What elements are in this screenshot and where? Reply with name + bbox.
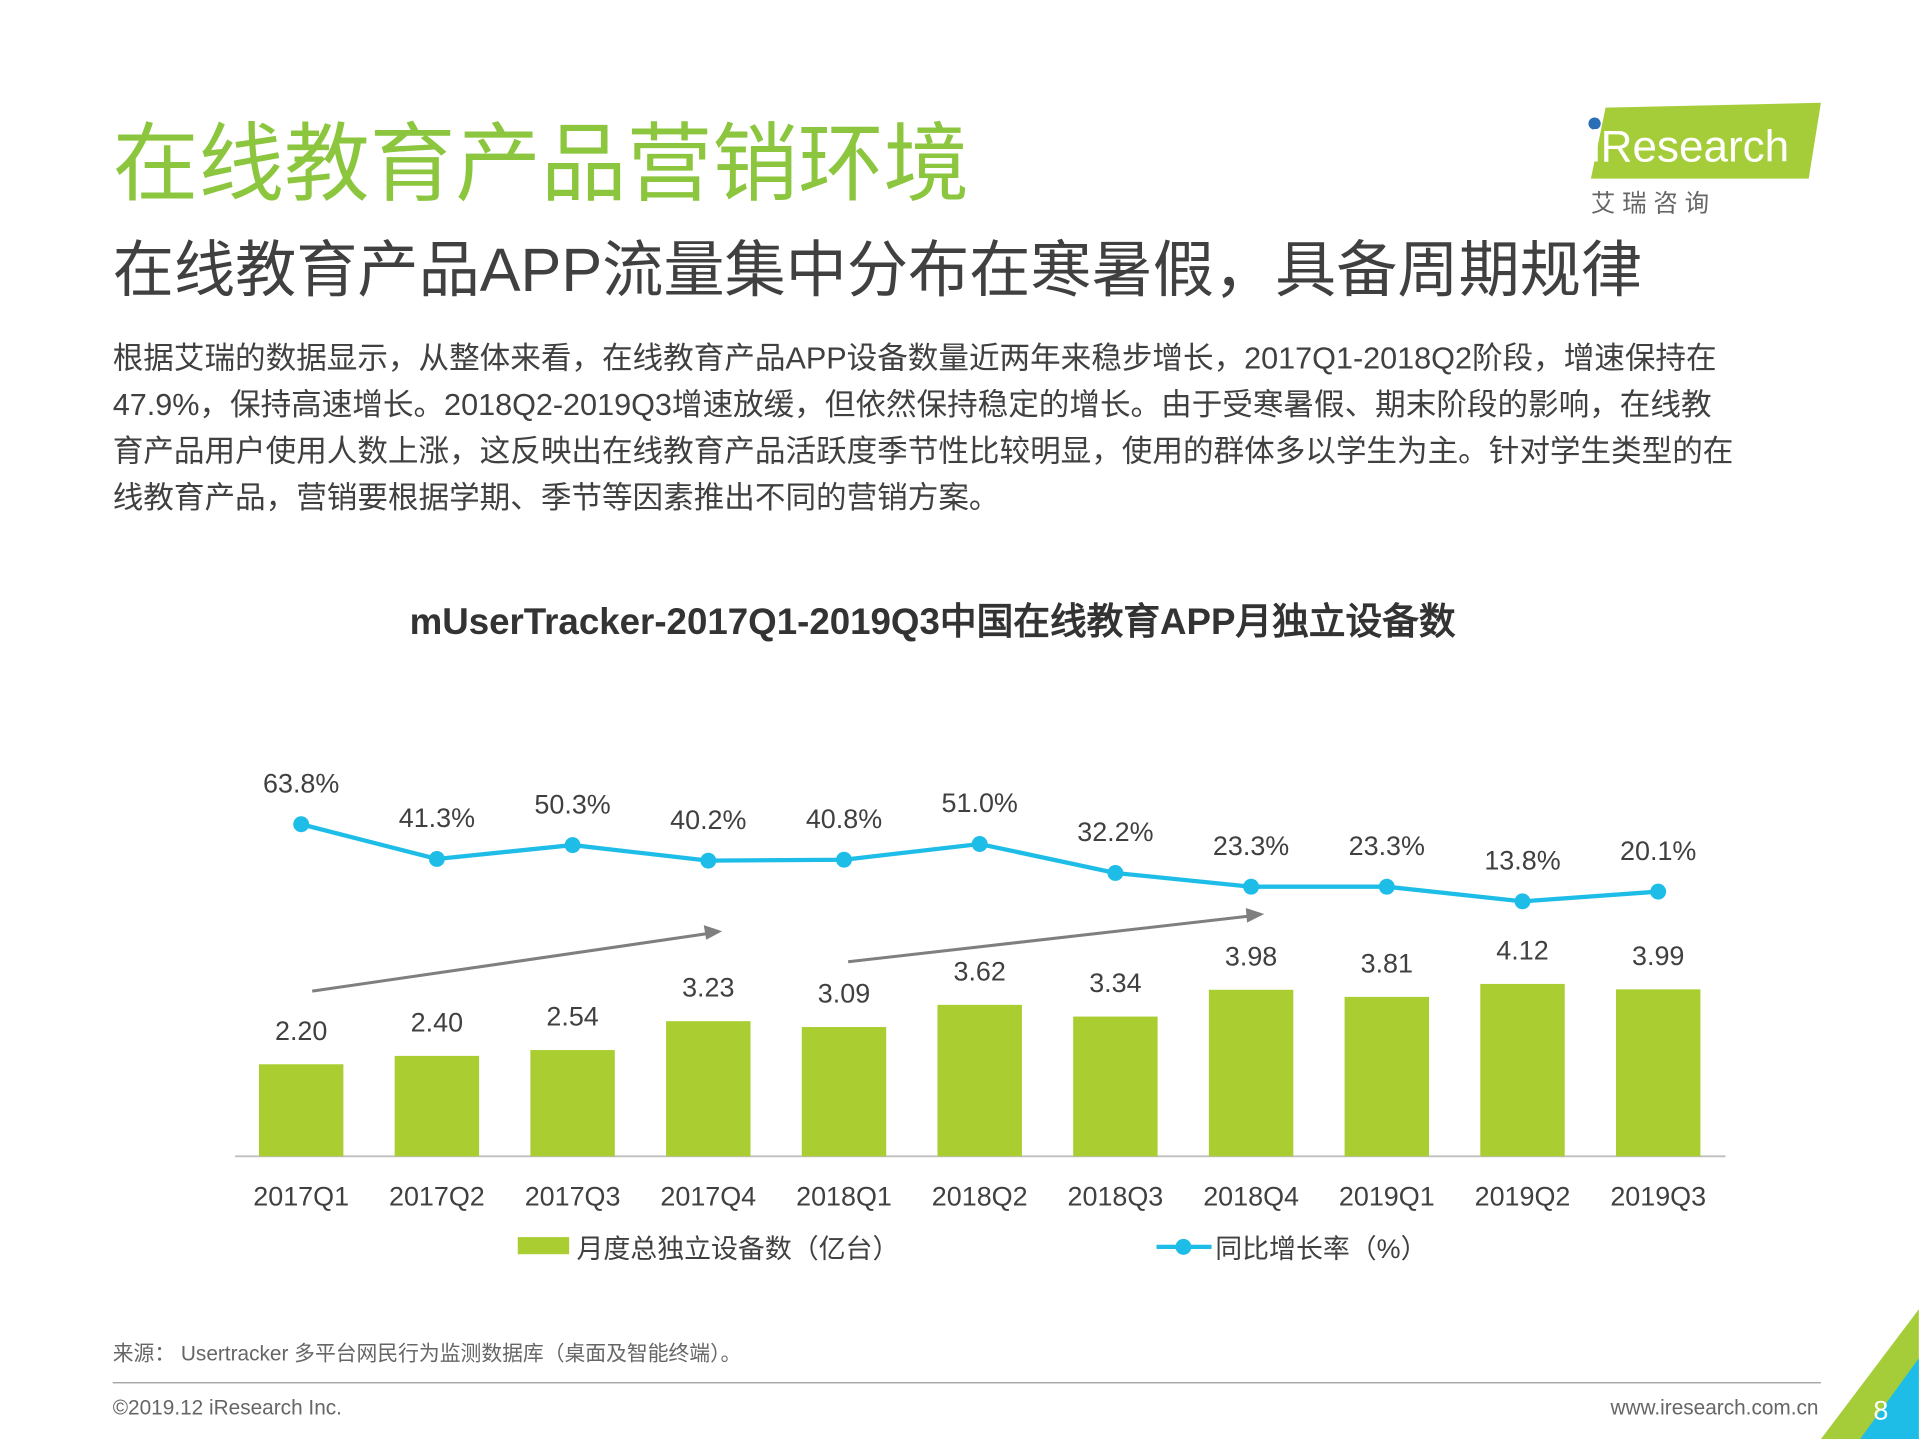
x-tick-label: 2018Q3 xyxy=(1068,1181,1164,1211)
x-tick-label: 2018Q1 xyxy=(796,1181,892,1211)
x-tick-label: 2019Q3 xyxy=(1610,1181,1706,1211)
bar-label: 3.34 xyxy=(1089,968,1141,998)
line-point xyxy=(293,816,310,833)
body-text: 根据艾瑞的数据显示，从整体来看，在线教育产品APP设备数量近两年来稳步增长，20… xyxy=(113,341,1734,514)
copyright: ©2019.12 iResearch Inc. xyxy=(113,1397,342,1420)
line-label: 41.3% xyxy=(399,803,475,833)
line-point xyxy=(1107,865,1124,881)
line-label: 51.0% xyxy=(942,788,1018,818)
line-label: 50.3% xyxy=(534,789,610,819)
paragraph-line: 育产品用户使用人数上涨，这反映出在线教育产品活跃度季节性比较明显，使用的群体多以… xyxy=(113,434,1734,468)
line-point xyxy=(428,850,445,867)
bar-label: 2.40 xyxy=(411,1007,463,1037)
line-label: 40.8% xyxy=(806,804,882,834)
logo-dot xyxy=(1588,117,1601,130)
bar-label: 2.20 xyxy=(275,1016,327,1046)
paragraph-line: 线教育产品，营销要根据学期、季节等因素推出不同的营销方案。 xyxy=(113,481,1000,515)
line xyxy=(300,822,1659,904)
line-point xyxy=(1650,883,1667,900)
bar xyxy=(1208,989,1294,1157)
arrow-head xyxy=(1245,907,1265,923)
line-label: 23.3% xyxy=(1349,831,1425,861)
x-tick-label: 2019Q1 xyxy=(1339,1181,1435,1211)
x-tick-label: 2017Q1 xyxy=(253,1181,349,1211)
line-label: 63.8% xyxy=(263,768,339,798)
corner xyxy=(1860,1358,1919,1439)
source: 来源： Usertracker 多平台网民行为监测数据库（桌面及智能终端）。 xyxy=(113,1343,742,1366)
bar-label: 3.62 xyxy=(954,956,1006,986)
line-point xyxy=(971,836,988,852)
page-number: 8 xyxy=(1873,1395,1888,1425)
bar xyxy=(530,1050,615,1157)
line-label: 13.8% xyxy=(1484,846,1560,876)
plot: 2017Q1 2017Q2 2017Q3 2017Q4 2018Q1 2018Q2 2018… xyxy=(253,768,1706,1263)
paragraph-line: 47.9%，保持高速增长。2018Q2-2019Q3增速放缓，但依然保持稳定的增… xyxy=(113,388,1712,422)
bar xyxy=(801,1027,887,1157)
bar xyxy=(394,1055,480,1157)
bar-label: 4.12 xyxy=(1496,935,1548,965)
trend-arrow xyxy=(311,930,717,993)
bar xyxy=(1480,983,1565,1157)
x-tick-label: 2017Q3 xyxy=(525,1181,621,1211)
line-label: 20.1% xyxy=(1620,836,1696,866)
logo-badge xyxy=(1590,102,1821,179)
line-point xyxy=(836,851,852,868)
subtitle: 在线教育产品APP流量集中分布在寒暑假，具备周期规律 xyxy=(113,236,1642,304)
bar-label: 3.09 xyxy=(818,979,870,1009)
line-point xyxy=(1243,878,1260,895)
arrow-head xyxy=(703,925,723,940)
bar-label: 3.23 xyxy=(682,973,734,1003)
chart-title: mUserTracker-2017Q1-2019Q3中国在线教育APP月独立设备… xyxy=(410,601,1456,642)
title: 在线教育产品营销环境 xyxy=(113,116,969,212)
logo-subtitle: 艾 瑞 咨 询 xyxy=(1591,190,1709,218)
legend-label: 月度总独立设备数（亿台） xyxy=(577,1234,900,1264)
bar-label: 3.98 xyxy=(1225,941,1277,971)
bar xyxy=(1073,1016,1158,1157)
bar xyxy=(1615,989,1701,1157)
line-point xyxy=(1378,878,1395,895)
bar xyxy=(666,1021,751,1157)
bar xyxy=(1344,996,1430,1157)
legend-swatch xyxy=(517,1237,570,1255)
bar-label: 3.81 xyxy=(1361,948,1413,978)
bar xyxy=(937,1004,1022,1157)
x-tick-label: 2019Q2 xyxy=(1475,1181,1571,1211)
url: www.iresearch.com.cn xyxy=(1609,1397,1818,1420)
line-label: 23.3% xyxy=(1213,831,1289,861)
line-label: 32.2% xyxy=(1077,817,1153,847)
line-label: 40.2% xyxy=(670,805,746,835)
bar xyxy=(258,1064,344,1157)
line-point xyxy=(700,852,717,869)
line-point xyxy=(1514,893,1531,910)
bar-label: 3.99 xyxy=(1632,941,1684,971)
trend-arrow xyxy=(847,913,1258,964)
x-tick-label: 2018Q4 xyxy=(1203,1181,1299,1211)
line-point xyxy=(564,837,581,854)
x-tick-label: 2017Q2 xyxy=(389,1181,485,1211)
x-tick-label: 2017Q4 xyxy=(660,1181,756,1211)
legend-swatch xyxy=(1175,1238,1192,1255)
legend-label: 同比增长率（%） xyxy=(1215,1234,1427,1264)
x-tick-label: 2018Q2 xyxy=(932,1181,1028,1211)
logo-text: iResearch xyxy=(1591,123,1789,172)
paragraph-line: 根据艾瑞的数据显示，从整体来看，在线教育产品APP设备数量近两年来稳步增长，20… xyxy=(113,341,1717,375)
bar-label: 2.54 xyxy=(546,1002,598,1032)
